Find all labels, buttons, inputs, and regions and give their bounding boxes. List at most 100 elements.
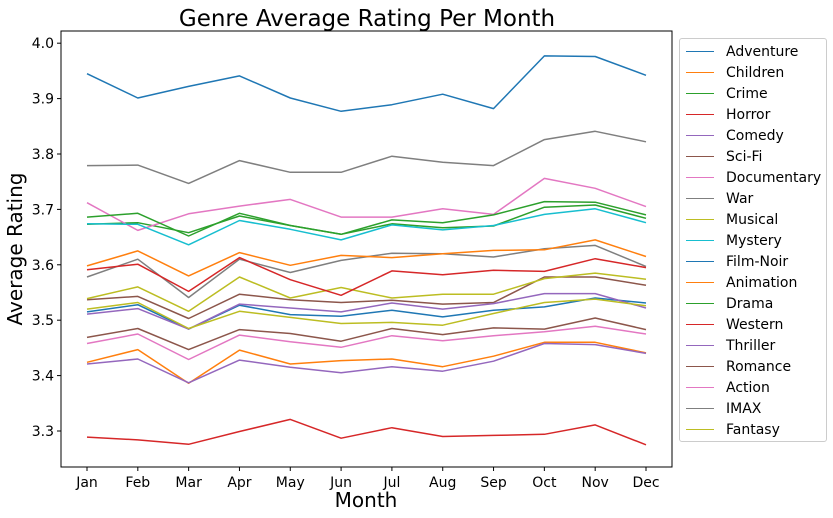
series-line-thriller (86, 292, 647, 330)
legend-swatch (686, 93, 714, 94)
legend-swatch (686, 72, 714, 73)
legend-item: Horror (686, 104, 770, 125)
series-line-adventure (86, 55, 647, 113)
y-tick-label: 3.6 (32, 258, 54, 274)
legend-label: Adventure (726, 43, 799, 60)
legend-item: Film-Noir (686, 251, 788, 272)
legend-swatch (686, 282, 714, 283)
legend-item: Mystery (686, 230, 782, 251)
x-tick-label: Oct (532, 475, 557, 491)
series-line-drama (86, 200, 647, 237)
legend-swatch (686, 198, 714, 199)
legend-label: Fantasy (726, 421, 780, 438)
legend-label: Musical (726, 211, 779, 228)
legend-item: Animation (686, 272, 797, 293)
x-tick-label: Feb (125, 475, 150, 491)
legend-label: Film-Noir (726, 253, 789, 270)
legend-swatch (686, 156, 714, 157)
legend-item: Drama (686, 293, 773, 314)
series-line-war (86, 244, 647, 299)
legend-label: Documentary (726, 169, 822, 186)
series-line-animation (86, 239, 647, 277)
legend-swatch (686, 135, 714, 136)
legend-label: Crime (726, 85, 768, 102)
legend-item: War (686, 188, 753, 209)
x-tick-label: Jan (75, 475, 98, 491)
legend-label: Romance (726, 358, 792, 375)
legend: Adventure Children Crime Horror Comedy Sci-Fi… (679, 38, 827, 442)
plot-area: Jan Feb Mar Apr May Jun Jul Aug Sep Oct Nov Dec 3.3 3… (32, 30, 673, 491)
x-tick-label: Sep (480, 475, 507, 491)
legend-swatch (686, 177, 714, 178)
legend-item: Fantasy (686, 419, 780, 440)
legend-label: Mystery (726, 232, 782, 249)
legend-label: Sci-Fi (726, 148, 763, 165)
legend-item: Children (686, 62, 784, 83)
legend-item: Sci-Fi (686, 146, 762, 167)
legend-swatch (686, 303, 714, 304)
series-line-crime (86, 204, 647, 236)
x-tick-label: May (276, 475, 305, 491)
legend-swatch (686, 366, 714, 367)
y-tick-label: 3.8 (32, 147, 54, 163)
legend-swatch (686, 345, 714, 346)
legend-swatch (686, 429, 714, 430)
legend-item: Western (686, 314, 783, 335)
legend-swatch (686, 240, 714, 241)
legend-swatch (686, 261, 714, 262)
series-line-fantasy (86, 298, 647, 330)
y-tick-label: 4.0 (32, 36, 54, 52)
series-line-musical (86, 272, 647, 313)
series-line-children (86, 341, 647, 385)
y-tick-label: 3.7 (32, 202, 54, 218)
legend-item: Crime (686, 83, 768, 104)
legend-label: Comedy (726, 127, 784, 144)
legend-swatch (686, 114, 714, 115)
series-line-imax (86, 130, 647, 185)
legend-item: IMAX (686, 398, 761, 419)
series-line-action (86, 325, 647, 361)
legend-swatch (686, 408, 714, 409)
legend-label: Thriller (726, 337, 776, 354)
series-line-horror (86, 418, 647, 446)
y-tick-label: 3.3 (32, 424, 54, 440)
x-tick-label: Mar (175, 475, 202, 491)
legend-label: Animation (726, 274, 798, 291)
legend-item: Action (686, 377, 770, 398)
legend-swatch (686, 219, 714, 220)
legend-item: Comedy (686, 125, 784, 146)
legend-item: Documentary (686, 167, 821, 188)
legend-swatch (686, 51, 714, 52)
legend-swatch (686, 387, 714, 388)
y-tick-label: 3.9 (32, 92, 54, 108)
legend-item: Romance (686, 356, 791, 377)
legend-label: Action (726, 379, 770, 396)
y-tick-label: 3.4 (32, 369, 54, 385)
y-tick-label: 3.5 (32, 313, 54, 329)
series-line-mystery (86, 208, 647, 246)
series-line-western (86, 256, 647, 297)
x-tick-label: Aug (429, 475, 456, 491)
legend-label: Drama (726, 295, 774, 312)
y-axis-label: Average Rating (3, 173, 27, 326)
legend-label: IMAX (726, 400, 762, 417)
series-line-romance (86, 317, 647, 351)
x-axis-label: Month (335, 488, 398, 512)
series-line-documentary (86, 177, 647, 232)
legend-swatch (686, 324, 714, 325)
legend-label: Horror (726, 106, 771, 123)
legend-label: Western (726, 316, 784, 333)
x-tick-label: Apr (227, 475, 251, 491)
plot-frame (60, 30, 673, 468)
x-tick-label: Jun (329, 475, 352, 491)
x-tick-label: Dec (632, 475, 659, 491)
chart-title: Genre Average Rating Per Month (179, 6, 555, 32)
legend-item: Adventure (686, 41, 798, 62)
legend-item: Musical (686, 209, 778, 230)
legend-label: War (726, 190, 754, 207)
x-tick-label: Jul (382, 475, 400, 491)
x-tick-label: Nov (582, 475, 609, 491)
series-line-comedy (86, 342, 647, 384)
legend-label: Children (726, 64, 785, 81)
legend-item: Thriller (686, 335, 775, 356)
